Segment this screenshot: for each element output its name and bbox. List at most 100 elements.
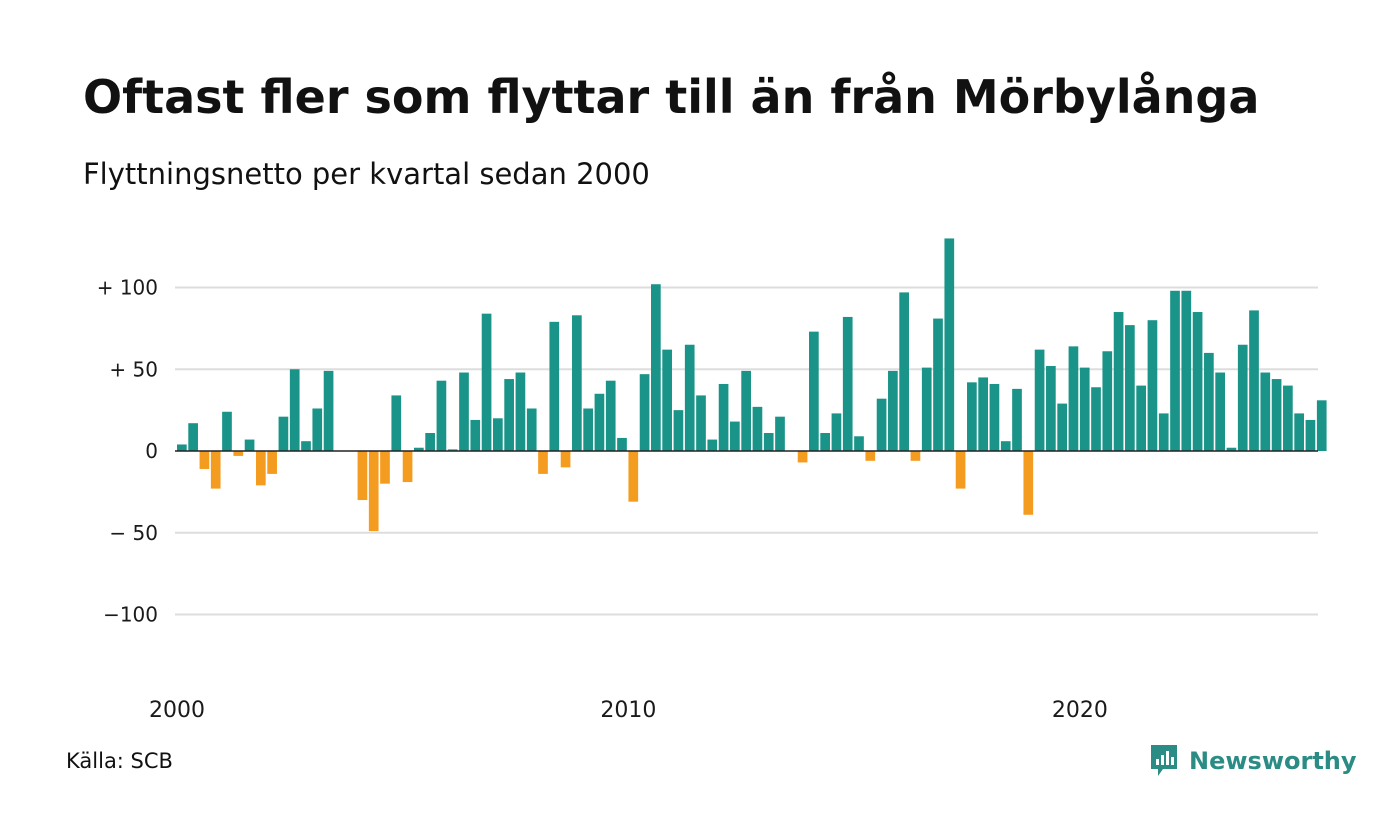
bar-2004K1 (357, 451, 368, 501)
bar-2002K1 (267, 451, 277, 474)
bar-2014K3 (831, 413, 842, 451)
bar-2009K4 (617, 437, 627, 451)
bar-2008K1 (538, 451, 548, 474)
bar-2019K3 (1057, 403, 1067, 451)
bar-2005K1 (402, 451, 413, 483)
bar-2009K1 (583, 408, 593, 451)
bar-2016K2 (910, 451, 921, 461)
bar-2017K3 (967, 382, 977, 451)
bars (177, 238, 1327, 532)
bar-2013K2 (775, 416, 785, 452)
source-note: Källa: SCB (66, 749, 173, 773)
x-tick-label: 2020 (1052, 698, 1108, 723)
bar-2004K2 (368, 451, 379, 532)
brand-logo: Newsworthy (1149, 743, 1357, 779)
bar-2001K3 (244, 439, 255, 452)
bar-2013K4 (797, 451, 808, 463)
bar-2013K1 (763, 433, 774, 451)
bar-2011K1 (673, 410, 684, 452)
bar-2010K1 (628, 451, 639, 502)
bar-2014K4 (842, 316, 853, 451)
bar-2015K1 (854, 436, 864, 451)
bar-2002K4 (301, 441, 311, 451)
y-tick-label: −100 (103, 603, 158, 627)
bar-2020K2 (1091, 387, 1101, 452)
bar-2021K3 (1147, 320, 1158, 451)
bar-2020K1 (1079, 367, 1090, 452)
bar-2023K2 (1226, 447, 1237, 451)
bar-2000K1 (177, 444, 187, 451)
bar-2025K1 (1305, 419, 1316, 452)
bar-2019K4 (1068, 346, 1079, 451)
bar-2019K2 (1046, 365, 1056, 451)
y-tick-label: 0 (145, 439, 158, 463)
bar-2024K1 (1260, 372, 1271, 451)
bar-2008K3 (560, 451, 571, 468)
bar-2012K3 (741, 370, 751, 451)
brand-name: Newsworthy (1189, 747, 1357, 775)
bar-2019K1 (1034, 349, 1045, 451)
bar-2002K3 (289, 369, 300, 451)
chart-subtitle: Flyttningsnetto per kvartal sedan 2000 (83, 157, 650, 191)
bar-2006K3 (470, 419, 481, 452)
bar-2006K2 (459, 372, 469, 451)
bar-2020K4 (1113, 312, 1124, 451)
bar-2003K1 (312, 408, 323, 451)
x-axis-labels: 2000 2010 2020 (149, 698, 1108, 723)
bar-2016K3 (921, 367, 932, 452)
bar-2004K3 (380, 451, 390, 484)
bar-2002K2 (278, 416, 289, 452)
bar-2021K2 (1136, 385, 1146, 451)
bar-2008K2 (549, 321, 560, 451)
bar-2010K3 (651, 284, 661, 451)
bar-2005K2 (414, 447, 424, 451)
bar-2022K3 (1192, 312, 1203, 451)
bar-2009K2 (594, 393, 605, 451)
bar-2001K1 (222, 411, 232, 451)
y-tick-label: − 50 (109, 521, 158, 545)
bar-2025K2 (1316, 400, 1327, 451)
bar-2017K2 (955, 451, 966, 489)
bar-2024K3 (1283, 385, 1293, 451)
bar-2009K3 (605, 380, 616, 451)
x-tick-label: 2010 (600, 698, 656, 723)
bar-2018K2 (1000, 441, 1011, 451)
bar-2001K2 (233, 451, 244, 456)
bar-2000K3 (199, 451, 210, 469)
bar-2005K3 (425, 433, 435, 451)
bar-2011K3 (696, 395, 706, 451)
bar-2021K1 (1125, 325, 1135, 451)
bar-2007K4 (526, 408, 537, 451)
bar-2023K3 (1237, 344, 1248, 452)
bar-2024K2 (1271, 379, 1282, 451)
bar-2017K4 (978, 377, 988, 452)
bar-2011K2 (684, 344, 695, 452)
bar-2018K1 (989, 383, 1000, 451)
bar-2010K2 (639, 374, 650, 451)
bar-2016K1 (899, 292, 909, 451)
bar-2001K4 (256, 451, 266, 486)
bar-2023K4 (1249, 310, 1259, 451)
bar-2000K4 (210, 451, 221, 489)
chart-title: Oftast fler som flyttar till än från Mör… (83, 70, 1260, 124)
bar-2012K4 (752, 406, 763, 452)
bar-2017K1 (944, 238, 955, 451)
bar-2015K2 (865, 451, 876, 461)
bar-2008K4 (572, 315, 582, 451)
bar-2000K2 (188, 423, 198, 451)
bar-2007K1 (493, 418, 503, 451)
bar-2011K4 (707, 439, 718, 452)
bar-2006K4 (481, 313, 492, 451)
bar-2014K2 (820, 433, 830, 451)
bar-2015K3 (876, 398, 887, 451)
y-tick-label: + 100 (97, 276, 158, 300)
bar-2012K1 (718, 383, 729, 451)
bar-2020K3 (1102, 351, 1113, 451)
bar-2024K4 (1294, 413, 1304, 451)
bar-2007K2 (504, 379, 514, 451)
bar-2018K4 (1023, 451, 1034, 515)
bar-2023K1 (1215, 372, 1225, 451)
bar-2021K4 (1158, 413, 1169, 451)
bar-2010K4 (662, 349, 672, 451)
y-tick-label: + 50 (109, 357, 158, 381)
